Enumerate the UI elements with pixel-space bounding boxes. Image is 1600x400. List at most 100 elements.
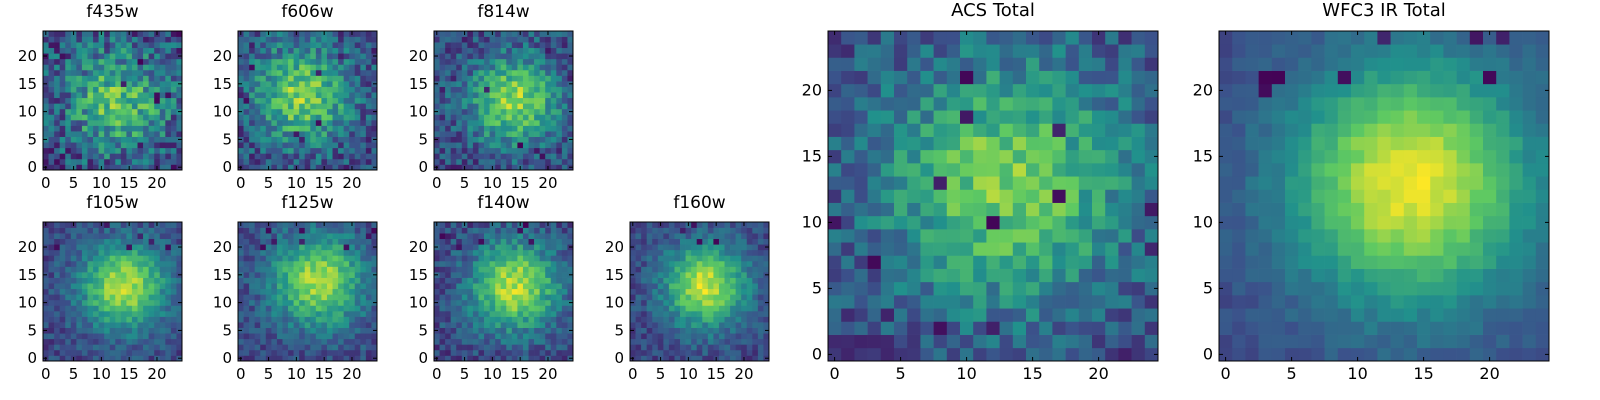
heatmap-cell xyxy=(148,64,155,71)
heatmap-cell xyxy=(176,322,183,328)
heatmap-cell xyxy=(238,86,244,93)
heatmap-cell xyxy=(522,36,529,43)
heatmap-cell xyxy=(472,266,479,273)
heatmap-cell xyxy=(484,131,490,137)
heatmap-cell xyxy=(641,233,648,240)
heatmap-cell xyxy=(550,227,557,234)
heatmap-cell xyxy=(81,355,88,362)
heatmap-cell xyxy=(724,238,731,245)
heatmap-cell xyxy=(630,349,636,356)
heatmap-cell xyxy=(126,255,133,262)
heatmap-cell xyxy=(472,58,479,65)
heatmap-cell xyxy=(707,255,714,262)
heatmap-cell xyxy=(260,294,267,301)
heatmap-cell xyxy=(170,283,177,290)
heatmap-cell xyxy=(757,255,764,262)
heatmap-cell xyxy=(93,164,99,171)
heatmap-cell xyxy=(76,305,83,312)
heatmap-cell xyxy=(43,119,49,126)
heatmap-cell xyxy=(456,288,463,295)
heatmap-cell xyxy=(973,176,987,190)
heatmap-cell xyxy=(48,119,55,126)
heatmap-cell xyxy=(48,266,55,273)
heatmap-cell xyxy=(137,69,144,76)
heatmap-cell xyxy=(238,142,244,149)
heatmap-cell xyxy=(288,58,294,65)
heatmap-cell xyxy=(104,305,111,312)
heatmap-cell xyxy=(310,322,317,328)
heatmap-cell xyxy=(249,266,256,273)
heatmap-cell xyxy=(495,255,502,262)
heatmap-cell xyxy=(445,344,452,351)
heatmap-cell xyxy=(495,288,502,295)
heatmap-cell xyxy=(456,31,463,37)
heatmap-cell xyxy=(349,233,356,240)
heatmap-cell xyxy=(854,242,868,256)
heatmap-cell xyxy=(517,322,524,328)
heatmap-cell xyxy=(986,308,1000,322)
heatmap-cell xyxy=(98,86,105,93)
heatmap-cell xyxy=(48,283,55,290)
heatmap-cell xyxy=(143,249,149,256)
heatmap-cell xyxy=(506,153,513,160)
heatmap-cell xyxy=(326,266,333,273)
heatmap-cell xyxy=(489,244,496,251)
heatmap-cell xyxy=(120,249,127,256)
heatmap-cell xyxy=(304,69,311,76)
heatmap-cell xyxy=(746,266,753,273)
heatmap-cell xyxy=(741,349,748,356)
heatmap-cell xyxy=(1105,242,1119,256)
heatmap-cell xyxy=(702,344,709,351)
heatmap-cell xyxy=(170,344,177,351)
heatmap-cell xyxy=(467,103,474,110)
heatmap-cell xyxy=(456,283,463,290)
heatmap-cell xyxy=(343,233,350,240)
heatmap-cell xyxy=(249,349,256,356)
heatmap-cell xyxy=(249,86,256,93)
heatmap-cell xyxy=(500,158,507,165)
heatmap-cell xyxy=(539,283,546,290)
heatmap-cell xyxy=(137,97,144,104)
heatmap-cell xyxy=(545,131,552,137)
heatmap-cell xyxy=(354,75,361,82)
heatmap-cell xyxy=(349,249,356,256)
heatmap-cell xyxy=(506,114,513,121)
heatmap-cell xyxy=(691,255,698,262)
heatmap-cell xyxy=(343,164,350,171)
heatmap-cell xyxy=(500,272,507,278)
heatmap-cell xyxy=(1078,176,1093,190)
heatmap-cell xyxy=(365,338,372,345)
heatmap-cell xyxy=(349,131,356,137)
heatmap-cell xyxy=(539,31,546,37)
heatmap-cell xyxy=(254,272,261,278)
heatmap-cell xyxy=(960,255,974,269)
heatmap-cell xyxy=(500,266,507,273)
heatmap-cell xyxy=(343,119,350,126)
heatmap-cell xyxy=(143,36,149,43)
heatmap-cell xyxy=(467,31,474,37)
heatmap-cell xyxy=(371,338,378,345)
heatmap-cell xyxy=(154,299,161,306)
heatmap-cell xyxy=(254,47,261,54)
heatmap-cell xyxy=(360,233,367,240)
heatmap-cell xyxy=(109,305,116,312)
heatmap-cell xyxy=(48,355,55,362)
heatmap-cell xyxy=(1144,308,1159,322)
heatmap-cell xyxy=(43,316,49,323)
heatmap-cell xyxy=(556,136,563,143)
heatmap-cell xyxy=(472,92,479,99)
heatmap-cell xyxy=(282,238,289,245)
heatmap-cell xyxy=(76,158,83,165)
heatmap-cell xyxy=(472,47,479,54)
heatmap-cell xyxy=(93,142,99,149)
heatmap-cell xyxy=(243,238,250,245)
heatmap-cell xyxy=(550,53,557,60)
heatmap-cell xyxy=(484,338,490,345)
heatmap-cell xyxy=(674,299,681,306)
heatmap-cell xyxy=(456,227,463,234)
heatmap-cell xyxy=(154,283,161,290)
heatmap-cell xyxy=(338,125,344,132)
heatmap-cell xyxy=(249,108,256,115)
heatmap-cell xyxy=(365,69,372,76)
heatmap-cell xyxy=(70,97,77,104)
